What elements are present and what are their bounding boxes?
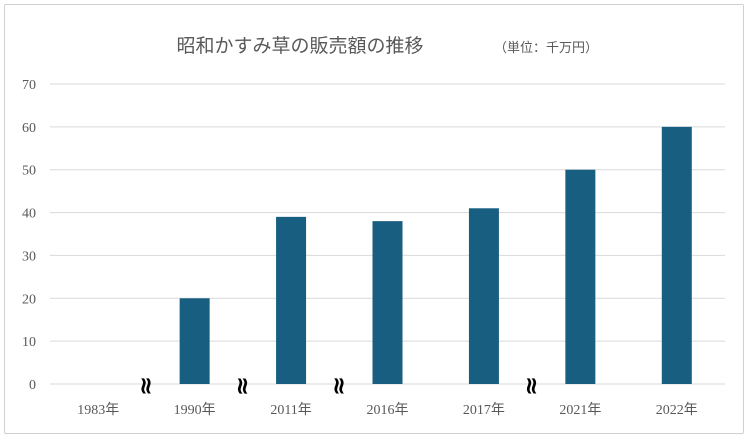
x-tick-label: 2021年 [559, 402, 601, 418]
y-tick-label: 20 [22, 292, 36, 307]
axis-break-icon: ≈ [518, 376, 546, 396]
unit-label: （単位：千万円） [494, 40, 598, 56]
y-tick-label: 10 [22, 335, 36, 350]
bar-2017年 [468, 208, 499, 384]
y-axis-ticks: 0 10 20 30 40 50 60 70 [22, 78, 36, 393]
bars [179, 126, 692, 384]
y-tick-label: 70 [22, 78, 36, 93]
axis-break-icon: ≈ [132, 376, 160, 396]
x-tick-label: 1983年 [77, 402, 119, 418]
chart-title: 昭和かすみ草の販売額の推移 [176, 35, 423, 57]
x-tick-label: 2022年 [656, 402, 698, 418]
gridlines [50, 83, 725, 385]
bar-2011年 [276, 216, 307, 384]
bar-2022年 [661, 126, 692, 384]
x-tick-label: 1990年 [174, 402, 216, 418]
bar-2021年 [565, 169, 596, 384]
x-tick-label: 2017年 [463, 402, 505, 418]
bar-2016年 [372, 221, 403, 384]
y-tick-label: 50 [22, 164, 36, 179]
y-tick-label: 30 [22, 249, 36, 264]
y-tick-label: 60 [22, 121, 36, 136]
x-axis-ticks: 1983年 1990年 2011年 2016年 2017年 2021年 2022年 [77, 402, 698, 418]
y-tick-label: 0 [29, 378, 36, 393]
bar-1990年 [179, 298, 210, 384]
y-tick-label: 40 [22, 207, 36, 222]
x-tick-label: 2016年 [367, 402, 409, 418]
axis-break-icon: ≈ [229, 376, 257, 396]
axis-break-icon: ≈ [325, 376, 353, 396]
axis-breaks: ≈ ≈ ≈ ≈ [132, 376, 546, 396]
x-tick-label: 2011年 [270, 402, 311, 418]
